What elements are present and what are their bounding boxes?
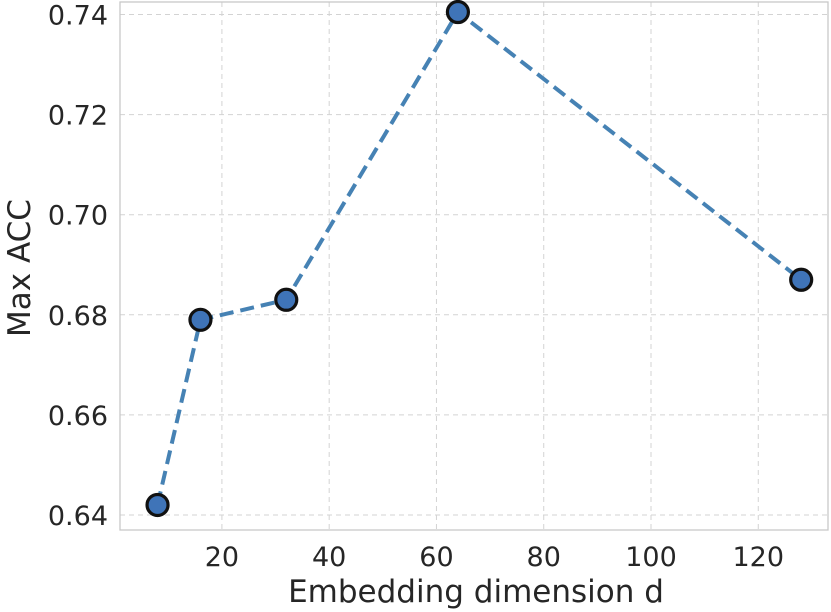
- x-tick-label: 20: [205, 542, 239, 573]
- data-point: [188, 307, 213, 332]
- x-tick-label: 40: [312, 542, 346, 573]
- x-tick-label: 60: [419, 542, 453, 573]
- y-tick-label: 0.64: [48, 501, 108, 532]
- data-point: [445, 0, 471, 25]
- data-point: [789, 267, 814, 292]
- x-tick-label: 80: [527, 542, 561, 573]
- y-axis-ticks: 0.64 0.66 0.68 0.70 0.72 0.74: [48, 1, 108, 532]
- x-axis-ticks: 20 40 60 80 100 120: [205, 542, 784, 573]
- y-tick-label: 0.66: [48, 401, 108, 432]
- y-tick-label: 0.72: [48, 101, 108, 132]
- y-tick-label: 0.74: [48, 1, 108, 32]
- series-layer: [145, 0, 814, 518]
- data-point: [274, 287, 299, 312]
- x-axis-label: Embedding dimension d: [288, 574, 664, 610]
- y-tick-label: 0.68: [48, 301, 108, 332]
- y-tick-label: 0.70: [48, 201, 108, 232]
- data-point: [145, 492, 170, 518]
- y-axis-label: Max ACC: [2, 199, 38, 337]
- plot-frame: [119, 1, 829, 531]
- x-tick-label: 100: [625, 542, 677, 573]
- x-tick-label: 120: [732, 542, 784, 573]
- grid: [120, 2, 828, 530]
